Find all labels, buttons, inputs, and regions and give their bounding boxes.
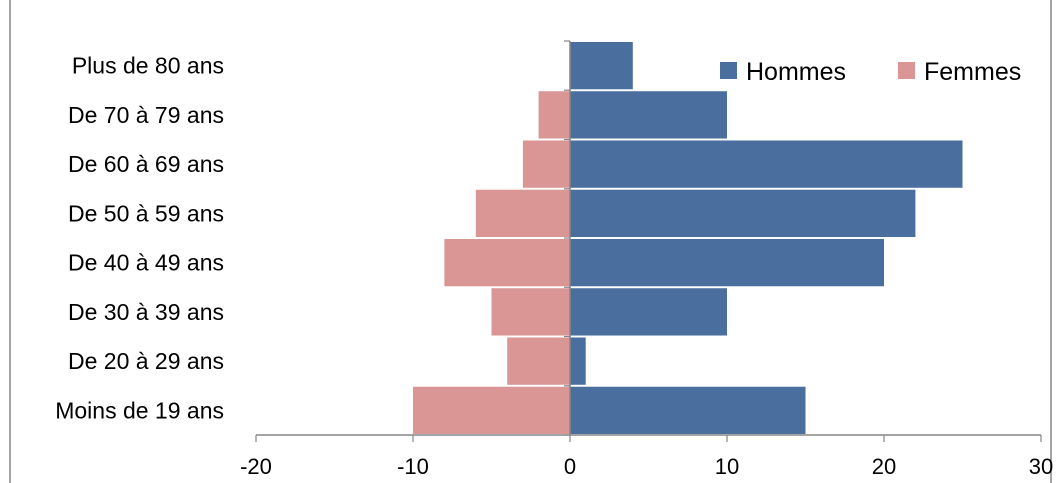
- bar-femmes-de-40-a-49-ans: [444, 238, 570, 287]
- legend-label-hommes: Hommes: [746, 58, 846, 86]
- category-label: De 20 à 29 ans: [68, 348, 224, 374]
- category-label: De 30 à 39 ans: [68, 299, 224, 325]
- bar-femmes-de-20-a-29-ans: [507, 337, 570, 385]
- category-label: De 60 à 69 ans: [68, 151, 224, 177]
- category-label: De 70 à 79 ans: [68, 102, 224, 128]
- x-tick-label: 0: [564, 454, 576, 479]
- x-tick-label: 10: [715, 454, 739, 479]
- bar-hommes-de-70-a-79-ans: [570, 91, 727, 139]
- x-tick-label: -10: [397, 454, 429, 479]
- bar-hommes-de-30-a-39-ans: [570, 288, 727, 336]
- bar-femmes-de-60-a-69-ans: [522, 140, 570, 188]
- bar-hommes-de-20-a-29-ans: [570, 337, 586, 385]
- bar-hommes-de-40-a-49-ans: [570, 238, 884, 287]
- x-tick-label: 30: [1029, 454, 1053, 479]
- legend-swatch-femmes: [898, 62, 915, 79]
- category-label: Plus de 80 ans: [72, 53, 224, 79]
- category-label: De 40 à 49 ans: [68, 250, 224, 276]
- legend-label-femmes: Femmes: [924, 58, 1021, 86]
- category-label: Moins de 19 ans: [55, 397, 224, 423]
- bar-femmes-de-70-a-79-ans: [538, 91, 570, 139]
- bar-femmes-de-50-a-59-ans: [475, 189, 570, 238]
- x-tick-label: -20: [240, 454, 272, 479]
- bar-hommes-de-60-a-69-ans: [570, 140, 963, 188]
- legend-swatch-hommes: [720, 62, 737, 79]
- bar-femmes-moins-de-19-ans: [413, 386, 570, 435]
- bar-hommes-de-50-a-59-ans: [570, 189, 916, 238]
- x-tick-label: 20: [872, 454, 896, 479]
- bar-femmes-de-30-a-39-ans: [491, 288, 570, 336]
- category-label: De 50 à 59 ans: [68, 200, 224, 226]
- bar-hommes-plus-de-80-ans: [570, 41, 633, 90]
- bar-hommes-moins-de-19-ans: [570, 386, 806, 435]
